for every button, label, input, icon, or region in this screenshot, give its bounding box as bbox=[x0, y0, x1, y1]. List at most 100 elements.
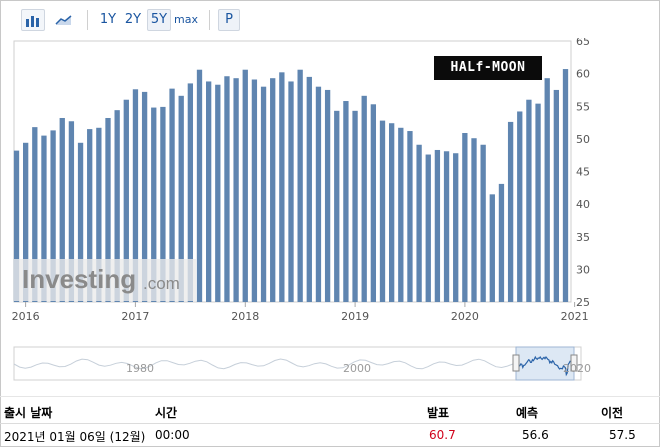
bar[interactable] bbox=[123, 99, 129, 302]
y-tick-label: 45 bbox=[576, 166, 590, 179]
bar[interactable] bbox=[59, 117, 65, 303]
table-divider bbox=[0, 396, 660, 397]
bar[interactable] bbox=[13, 150, 20, 302]
bar[interactable] bbox=[480, 144, 486, 302]
range-2y-button[interactable]: 2Y bbox=[124, 12, 142, 27]
bar[interactable] bbox=[443, 151, 450, 302]
bar[interactable] bbox=[50, 130, 56, 302]
bar[interactable] bbox=[370, 104, 377, 302]
p-button[interactable]: P bbox=[218, 9, 240, 31]
navigator-history-line bbox=[13, 358, 582, 370]
table-divider bbox=[0, 423, 660, 424]
y-tick-label: 55 bbox=[576, 100, 590, 113]
bar[interactable] bbox=[306, 76, 312, 302]
halfmoon-logo: HALf-MOON bbox=[434, 56, 542, 80]
bar[interactable] bbox=[141, 91, 148, 302]
navigator-frame bbox=[13, 346, 582, 381]
bar[interactable] bbox=[260, 86, 267, 303]
bar[interactable] bbox=[535, 103, 541, 302]
bar[interactable] bbox=[77, 142, 84, 302]
bar[interactable] bbox=[279, 72, 285, 302]
bar[interactable] bbox=[233, 78, 239, 302]
bar-chart: 25 30 35 40 45 50 55 60 65 2016 2017 2018 2019 2020 2… bbox=[12, 38, 590, 323]
cell-forecast: 56.6 bbox=[522, 428, 549, 442]
bar[interactable] bbox=[178, 95, 184, 302]
bar[interactable] bbox=[352, 110, 358, 302]
bar[interactable] bbox=[324, 89, 331, 302]
bar[interactable] bbox=[517, 111, 523, 302]
bar[interactable] bbox=[105, 117, 111, 303]
bar[interactable] bbox=[132, 89, 139, 302]
bar[interactable] bbox=[315, 86, 322, 303]
bar[interactable] bbox=[206, 81, 212, 303]
x-tick-label: 2021 bbox=[561, 310, 589, 323]
bar[interactable] bbox=[416, 144, 422, 302]
bar[interactable] bbox=[41, 135, 47, 302]
bar[interactable] bbox=[187, 83, 194, 302]
bar[interactable] bbox=[68, 121, 75, 302]
toolbar-separator bbox=[87, 10, 88, 30]
y-tick-label: 60 bbox=[576, 68, 590, 81]
bar[interactable] bbox=[553, 89, 560, 302]
bar[interactable] bbox=[215, 84, 221, 302]
area-chart-icon[interactable] bbox=[53, 9, 75, 29]
range-1y-button[interactable]: 1Y bbox=[99, 12, 117, 27]
bar[interactable] bbox=[96, 127, 102, 302]
bar[interactable] bbox=[471, 138, 477, 302]
bar[interactable] bbox=[169, 88, 175, 302]
bar[interactable] bbox=[87, 129, 93, 302]
bar[interactable] bbox=[32, 127, 38, 302]
cell-time: 00:00 bbox=[155, 428, 190, 442]
bar[interactable] bbox=[297, 69, 303, 303]
bar[interactable] bbox=[114, 110, 120, 302]
bar[interactable] bbox=[462, 133, 468, 302]
navigator-year-label: 2000 bbox=[343, 362, 371, 375]
y-tick-label: 30 bbox=[576, 263, 590, 276]
x-tick-label: 2020 bbox=[451, 310, 479, 323]
cell-actual: 60.7 bbox=[429, 428, 456, 442]
navigator-selection-line bbox=[515, 355, 575, 377]
bar[interactable] bbox=[160, 106, 166, 303]
bar[interactable] bbox=[489, 194, 495, 302]
x-tick-label: 2019 bbox=[341, 310, 369, 323]
bar[interactable] bbox=[343, 101, 349, 302]
bar[interactable] bbox=[334, 110, 340, 302]
y-tick-label: 50 bbox=[576, 133, 590, 146]
navigator-handle[interactable] bbox=[512, 354, 520, 372]
x-tick-label: 2017 bbox=[121, 310, 149, 323]
bar[interactable] bbox=[453, 153, 459, 302]
bar[interactable] bbox=[389, 123, 395, 302]
range-navigator[interactable]: 1980 2000 2020 bbox=[0, 343, 660, 388]
bar[interactable] bbox=[407, 131, 413, 302]
bar[interactable] bbox=[224, 76, 230, 302]
cell-release-date: 2021년 01월 06일 (12월) bbox=[4, 430, 146, 444]
bar[interactable] bbox=[544, 78, 550, 302]
header-forecast: 예측 bbox=[516, 406, 539, 420]
bar-chart-icon[interactable] bbox=[21, 9, 45, 31]
bar[interactable] bbox=[507, 121, 514, 302]
range-5y-button[interactable]: 5Y bbox=[147, 9, 171, 31]
bar[interactable] bbox=[498, 183, 505, 302]
bar[interactable] bbox=[526, 99, 532, 302]
bar[interactable] bbox=[398, 127, 404, 302]
bar[interactable] bbox=[379, 120, 386, 302]
bar[interactable] bbox=[23, 142, 29, 302]
bar[interactable] bbox=[361, 95, 367, 302]
y-tick-label: 35 bbox=[576, 231, 590, 244]
investing-watermark: Investing bbox=[22, 264, 137, 294]
bar[interactable] bbox=[425, 154, 431, 302]
bar[interactable] bbox=[242, 69, 248, 303]
bar[interactable] bbox=[434, 149, 441, 302]
bar[interactable] bbox=[196, 69, 203, 303]
bar[interactable] bbox=[270, 78, 276, 302]
range-max-button[interactable]: max bbox=[174, 13, 198, 26]
bar[interactable] bbox=[151, 107, 157, 302]
header-actual: 발표 bbox=[427, 406, 450, 420]
bar[interactable] bbox=[251, 79, 258, 303]
navigator-handle[interactable] bbox=[570, 354, 578, 372]
header-previous: 이전 bbox=[601, 406, 624, 420]
bar[interactable] bbox=[562, 69, 569, 302]
investing-watermark-suffix: .com bbox=[143, 274, 180, 293]
bar[interactable] bbox=[288, 81, 294, 303]
y-tick-label: 40 bbox=[576, 198, 590, 211]
